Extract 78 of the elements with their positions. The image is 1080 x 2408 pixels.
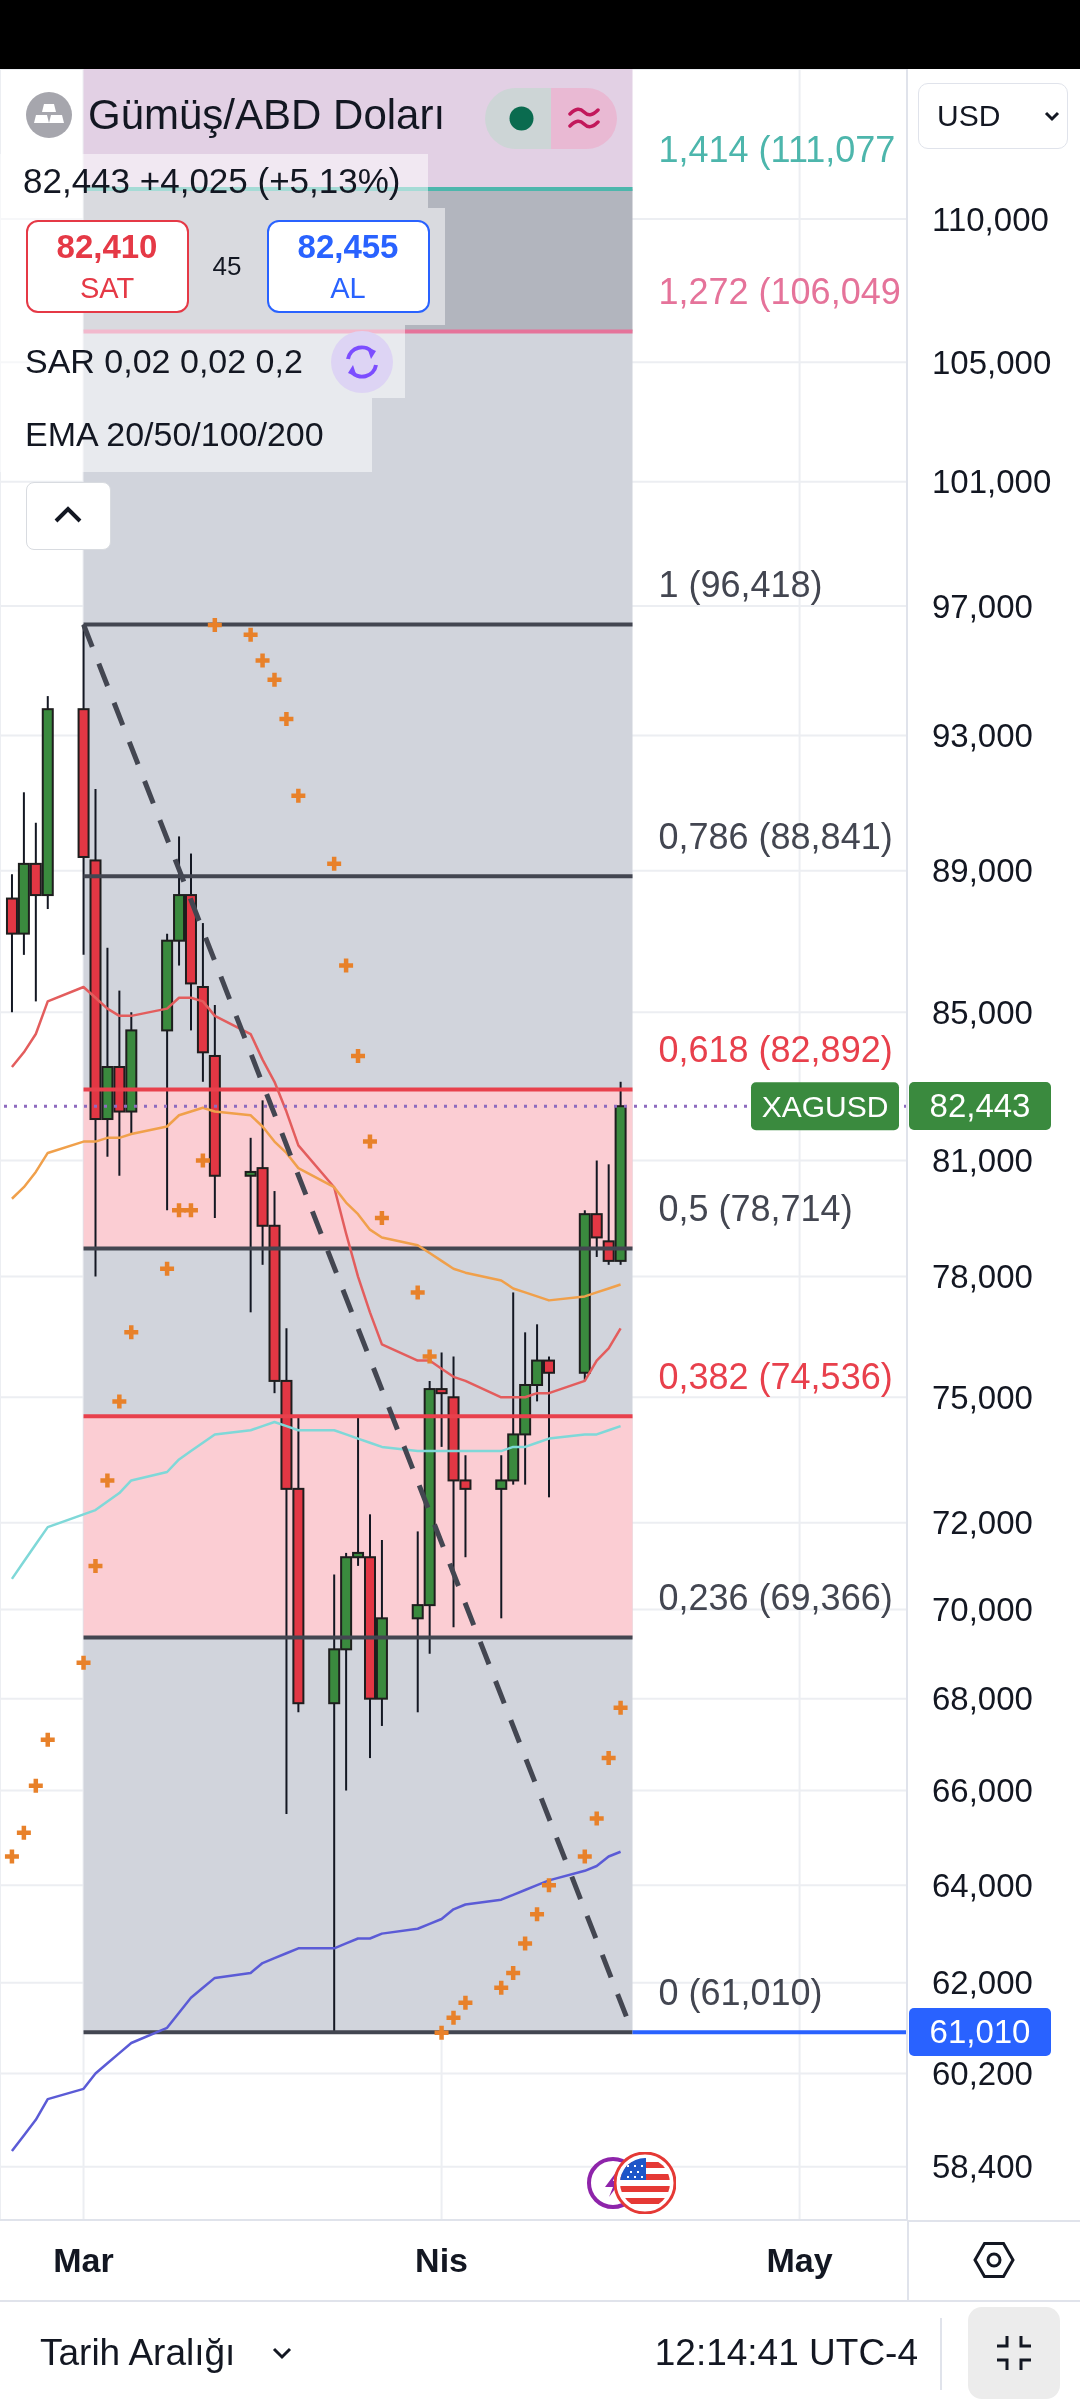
point xyxy=(157,1259,177,1278)
point xyxy=(599,1748,618,1768)
y-tick-label: 110,000 xyxy=(932,200,1049,238)
ref-line-label: 0,5 (78,714) xyxy=(658,1188,853,1230)
point xyxy=(289,786,308,805)
ref-line-label: XAGUSD xyxy=(761,1089,889,1123)
point xyxy=(575,1847,595,1866)
ref-line-label: 0,236 (69,366) xyxy=(658,1577,893,1619)
y-tick-label: 85,000 xyxy=(932,993,1033,1031)
text: USD xyxy=(937,98,1001,134)
annotation: SAR 0,02 0,02 0,2 xyxy=(25,342,303,382)
point xyxy=(432,2023,451,2043)
point xyxy=(265,670,284,690)
text: 61,010 xyxy=(909,2008,1051,2057)
point xyxy=(193,1151,213,1170)
point xyxy=(408,1283,427,1302)
y-tick-label: 81,000 xyxy=(932,1142,1033,1180)
point xyxy=(348,1046,368,1066)
text: Tarih Aralığı xyxy=(40,2331,236,2375)
point xyxy=(587,1809,606,1828)
y-tick-label: 68,000 xyxy=(932,1680,1033,1718)
point xyxy=(98,1471,117,1490)
text: 12:14:41 UTC-4 xyxy=(654,2331,918,2375)
annotation: 82,455 xyxy=(297,228,399,266)
point xyxy=(122,1323,141,1342)
y-tick-label: 105,000 xyxy=(932,343,1052,381)
text: Gümüş/ABD Doları xyxy=(88,90,446,140)
point xyxy=(515,1934,535,1953)
point xyxy=(336,956,356,975)
x-tick-label: May xyxy=(766,2240,833,2279)
y-tick-label: 60,200 xyxy=(932,2055,1033,2093)
annotation: SAT xyxy=(79,272,135,306)
x-tick-label: Mar xyxy=(53,2240,114,2279)
ref-line-label: 0 (61,010) xyxy=(658,1971,823,2013)
point xyxy=(456,1993,475,2013)
point xyxy=(205,615,225,635)
y-tick-label: 72,000 xyxy=(932,1504,1033,1542)
point xyxy=(372,1208,392,1228)
y-tick-label: 66,000 xyxy=(932,1772,1033,1810)
point xyxy=(360,1132,380,1151)
y-tick-label: 75,000 xyxy=(932,1378,1033,1416)
annotation: 82,410 xyxy=(56,228,158,266)
y-tick-label: 58,400 xyxy=(932,2148,1033,2186)
point xyxy=(527,1904,547,1924)
ref-line-label: 0,618 (82,892) xyxy=(658,1029,893,1071)
annotation: 45 xyxy=(212,251,242,282)
point xyxy=(491,1978,511,1998)
point xyxy=(444,2008,463,2028)
point xyxy=(324,854,344,874)
ref-line-label: 1 (96,418) xyxy=(658,564,823,606)
ref-line-label: 0,382 (74,536) xyxy=(658,1355,893,1397)
point xyxy=(110,1392,129,1411)
point xyxy=(277,709,296,729)
point xyxy=(420,1347,439,1366)
y-tick-label: 62,000 xyxy=(932,1964,1033,2002)
y-tick-label: 70,000 xyxy=(932,1591,1033,1629)
point xyxy=(241,625,260,644)
point xyxy=(539,1875,559,1895)
y-tick-label: 101,000 xyxy=(932,463,1052,501)
y-tick-label: 78,000 xyxy=(932,1258,1033,1296)
y-tick-label: 97,000 xyxy=(932,587,1033,625)
text: 82,443 xyxy=(909,1082,1051,1131)
point xyxy=(86,1556,105,1576)
annotation: EMA 20/50/100/200 xyxy=(25,415,324,455)
ref-line-label: 1,272 (106,049 xyxy=(658,271,901,313)
point xyxy=(253,651,272,670)
point xyxy=(74,1653,93,1672)
x-tick-label: Nis xyxy=(415,2240,469,2279)
ref-line-label: 1,414 (111,077 xyxy=(658,128,896,170)
annotation: AL xyxy=(330,272,366,306)
y-tick-label: 89,000 xyxy=(932,852,1033,890)
y-tick-label: 64,000 xyxy=(932,1866,1033,1904)
text: 82,443 +4,025 (+5,13%) xyxy=(23,160,401,202)
point xyxy=(611,1698,630,1717)
ref-line-label: 0,786 (88,841) xyxy=(658,815,893,857)
point xyxy=(181,1201,201,1220)
point xyxy=(503,1963,523,1983)
y-tick-label: 93,000 xyxy=(932,717,1033,755)
